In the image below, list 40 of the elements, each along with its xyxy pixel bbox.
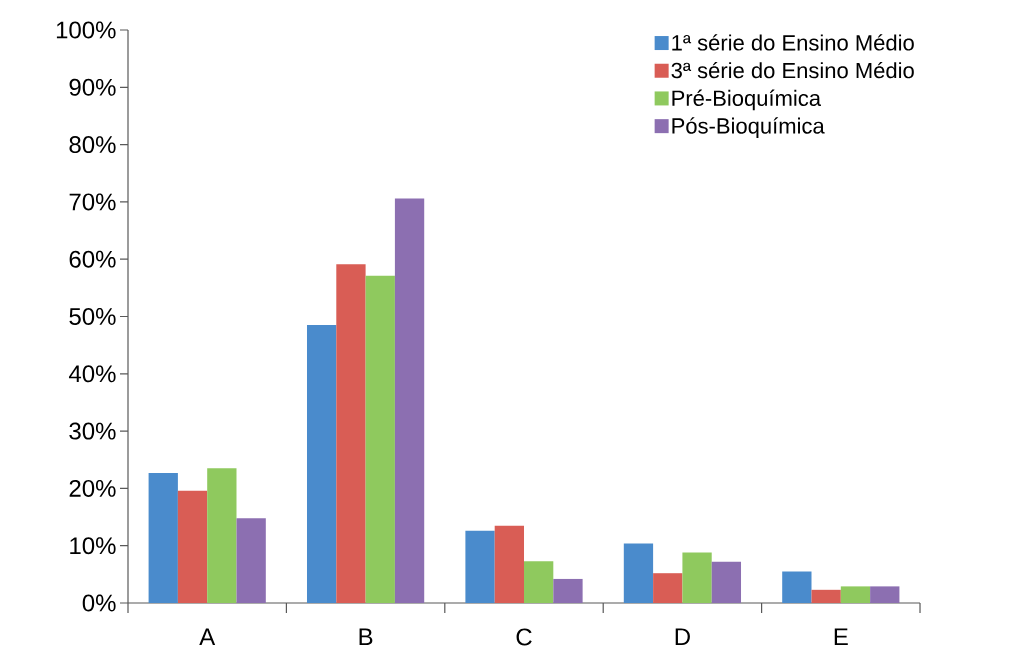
x-tick-label: C bbox=[516, 628, 532, 646]
bar bbox=[870, 586, 900, 603]
bar bbox=[553, 578, 583, 603]
y-tick-label: 40% bbox=[68, 365, 116, 383]
bar bbox=[177, 490, 208, 603]
bar bbox=[465, 530, 495, 603]
y-tick-label: 50% bbox=[69, 308, 116, 325]
bar bbox=[840, 586, 871, 603]
x-tick-label: E bbox=[834, 628, 848, 646]
bar bbox=[336, 264, 366, 603]
bar bbox=[682, 552, 712, 603]
x-tick-label: A bbox=[199, 628, 216, 646]
legend-label: 3ª série do Ensino Médio bbox=[671, 61, 914, 79]
bar bbox=[236, 518, 266, 603]
y-tick-label: 90% bbox=[69, 78, 116, 96]
legend-label: Pré-Bioquímica bbox=[672, 89, 822, 111]
bar bbox=[782, 571, 812, 603]
y-tick-label: 30% bbox=[69, 422, 116, 440]
legend-label: Pós-Bioquímica bbox=[672, 117, 825, 139]
y-tick-label: 20% bbox=[69, 479, 116, 497]
y-tick-label: 60% bbox=[69, 250, 116, 268]
y-tick-label: 70% bbox=[69, 193, 116, 211]
bar bbox=[148, 472, 178, 603]
bar bbox=[307, 325, 337, 603]
bar bbox=[524, 561, 554, 603]
bar bbox=[811, 589, 841, 603]
bar bbox=[711, 561, 742, 603]
legend-label: 1ª série do Ensino Médio bbox=[672, 34, 914, 51]
bar bbox=[653, 573, 683, 603]
bar bbox=[394, 198, 425, 603]
x-tick-label: D bbox=[675, 628, 690, 646]
bar bbox=[623, 543, 654, 603]
x-tick-label: B bbox=[359, 628, 373, 646]
y-tick-label: 100% bbox=[56, 21, 116, 39]
bar bbox=[365, 275, 395, 603]
bar bbox=[207, 468, 237, 603]
bar bbox=[494, 525, 525, 603]
y-tick-label: 80% bbox=[69, 136, 116, 154]
y-tick-label: 10% bbox=[70, 537, 116, 555]
y-tick-label: 0% bbox=[82, 594, 116, 612]
